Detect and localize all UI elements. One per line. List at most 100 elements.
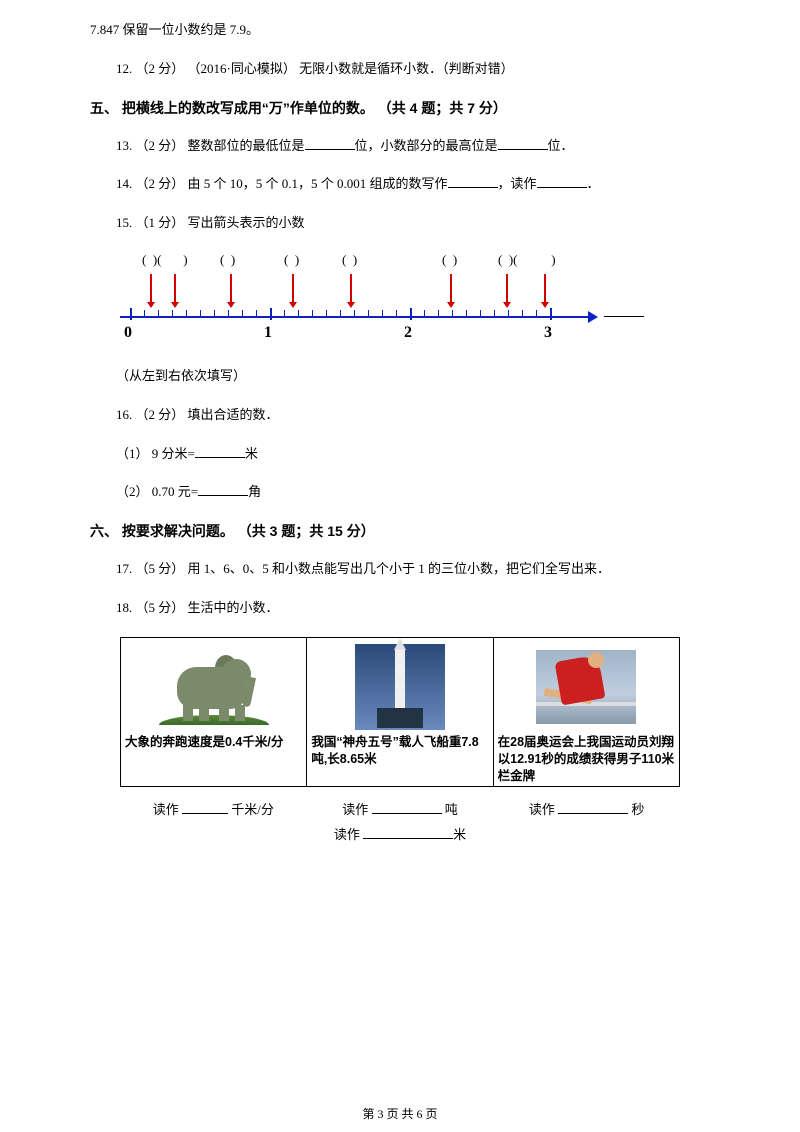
tick	[508, 310, 509, 318]
card1-caption: 大象的奔跑速度是0.4千米/分	[125, 734, 302, 751]
q16-sub2: （2） 0.70 元= 角	[90, 482, 710, 503]
axis-arrowhead	[588, 311, 598, 323]
q13-part-a: 13. （2 分） 整数部位的最低位是	[116, 138, 305, 153]
q16-1-blank[interactable]	[195, 444, 245, 458]
unit-4: 米	[453, 827, 466, 842]
q14-part-c: ．	[587, 176, 600, 191]
tick	[144, 310, 145, 318]
paren-5[interactable]: ( )	[342, 252, 357, 268]
q15-note: （从左到右依次填写）	[90, 366, 710, 387]
card-rocket: 我国“神舟五号”载人飞船重7.8吨,长8.65米	[307, 638, 493, 787]
q16-2a: （2） 0.70 元=	[116, 484, 198, 499]
read-blank-4[interactable]	[363, 825, 453, 839]
number-line: 0 1 2 3	[120, 308, 620, 348]
tick	[228, 310, 229, 318]
page-footer: 第 3 页 共 6 页	[0, 1105, 800, 1122]
q13-part-c: 位．	[548, 138, 574, 153]
tick	[494, 310, 495, 318]
q15-text: 15. （1 分） 写出箭头表示的小数	[90, 213, 710, 234]
q15-figure: ( )( ) ( ) ( ) ( ) ( ) ( )( ) 0 1 2	[120, 252, 710, 348]
card-elephant: 大象的奔跑速度是0.4千米/分	[121, 638, 307, 787]
q16-1b: 米	[245, 446, 258, 461]
tick	[326, 310, 327, 318]
arrow-4	[292, 274, 294, 304]
q16-1a: （1） 9 分米=	[116, 446, 195, 461]
q-intro-text: 7.847 保留一位小数约是 7.9。	[90, 20, 710, 41]
axis-line	[120, 316, 590, 318]
tick	[522, 310, 523, 318]
arrow-8	[544, 274, 546, 304]
card3-caption: 在28届奥运会上我国运动员刘翔以12.91秒的成绩获得男子110米栏金牌	[498, 734, 675, 785]
read-3: 读作 秒	[493, 799, 680, 818]
q16-2b: 角	[248, 484, 261, 499]
axis-label-2: 2	[404, 324, 412, 342]
tick	[284, 310, 285, 318]
numline-trailing-blank[interactable]	[604, 316, 644, 317]
arrow-row	[120, 274, 580, 308]
tick	[186, 310, 187, 318]
axis-label-0: 0	[124, 324, 132, 342]
elephant-image	[159, 644, 269, 730]
arrow-5	[350, 274, 352, 304]
q17-text: 17. （5 分） 用 1、6、0、5 和小数点能写出几个小于 1 的三位小数，…	[90, 559, 710, 580]
paren-4[interactable]: ( )	[284, 252, 299, 268]
tick	[312, 310, 313, 318]
unit-3: 秒	[631, 802, 644, 817]
tick	[242, 310, 243, 318]
tick	[410, 308, 412, 320]
paren-6[interactable]: ( )	[442, 252, 457, 268]
read-2: 读作 吨	[307, 799, 494, 818]
read-blank-1[interactable]	[182, 800, 228, 814]
card2-caption: 我国“神舟五号”载人飞船重7.8吨,长8.65米	[311, 734, 488, 768]
q18-text: 18. （5 分） 生活中的小数．	[90, 598, 710, 619]
read-blank-2[interactable]	[372, 800, 442, 814]
tick	[130, 308, 132, 320]
axis-label-3: 3	[544, 324, 552, 342]
rocket-image	[345, 644, 455, 730]
tick	[298, 310, 299, 318]
tick	[256, 310, 257, 318]
q13-blank-2[interactable]	[498, 136, 548, 150]
tick	[340, 310, 341, 318]
arrow-1	[150, 274, 152, 304]
paren-7[interactable]: ( )(	[498, 252, 518, 268]
tick	[466, 310, 467, 318]
tick	[368, 310, 369, 318]
tick	[214, 310, 215, 318]
card-hurdler: 在28届奥运会上我国运动员刘翔以12.91秒的成绩获得男子110米栏金牌	[494, 638, 679, 787]
tick	[536, 310, 537, 318]
unit-2: 吨	[445, 802, 458, 817]
q13-line: 13. （2 分） 整数部位的最低位是 位，小数部分的最高位是 位．	[90, 136, 710, 157]
tick	[480, 310, 481, 318]
arrow-6	[450, 274, 452, 304]
q12-text: 12. （2 分） （2016·同心模拟） 无限小数就是循环小数．（判断对错）	[90, 59, 710, 80]
paren-2[interactable]: )	[180, 252, 188, 268]
tick	[270, 308, 272, 320]
hurdler-image	[531, 644, 641, 730]
q13-part-b: 位，小数部分的最高位是	[355, 138, 498, 153]
reads-row-1: 读作 千米/分 读作 吨 读作 秒	[120, 799, 680, 818]
q14-blank-1[interactable]	[448, 174, 498, 188]
q16-text: 16. （2 分） 填出合适的数．	[90, 405, 710, 426]
tick	[200, 310, 201, 318]
tick	[382, 310, 383, 318]
q14-blank-2[interactable]	[537, 174, 587, 188]
q13-blank-1[interactable]	[305, 136, 355, 150]
q14-part-b: ，读作	[498, 176, 537, 191]
paren-3[interactable]: ( )	[220, 252, 235, 268]
tick	[172, 310, 173, 318]
section-5-title: 五、 把横线上的数改写成用“万”作单位的数。 （共 4 题；共 7 分）	[90, 98, 710, 118]
read-1: 读作 千米/分	[120, 799, 307, 818]
paren-1[interactable]: ( )(	[142, 252, 162, 268]
paren-8[interactable]: )	[548, 252, 556, 268]
read-blank-3[interactable]	[558, 800, 628, 814]
read-label-4: 读作	[334, 827, 360, 842]
q16-sub1: （1） 9 分米= 米	[90, 444, 710, 465]
read-label-2: 读作	[342, 802, 368, 817]
tick	[396, 310, 397, 318]
arrow-7	[506, 274, 508, 304]
q14-line: 14. （2 分） 由 5 个 10，5 个 0.1，5 个 0.001 组成的…	[90, 174, 710, 195]
tick	[158, 310, 159, 318]
q16-2-blank[interactable]	[198, 482, 248, 496]
tick	[550, 308, 552, 320]
